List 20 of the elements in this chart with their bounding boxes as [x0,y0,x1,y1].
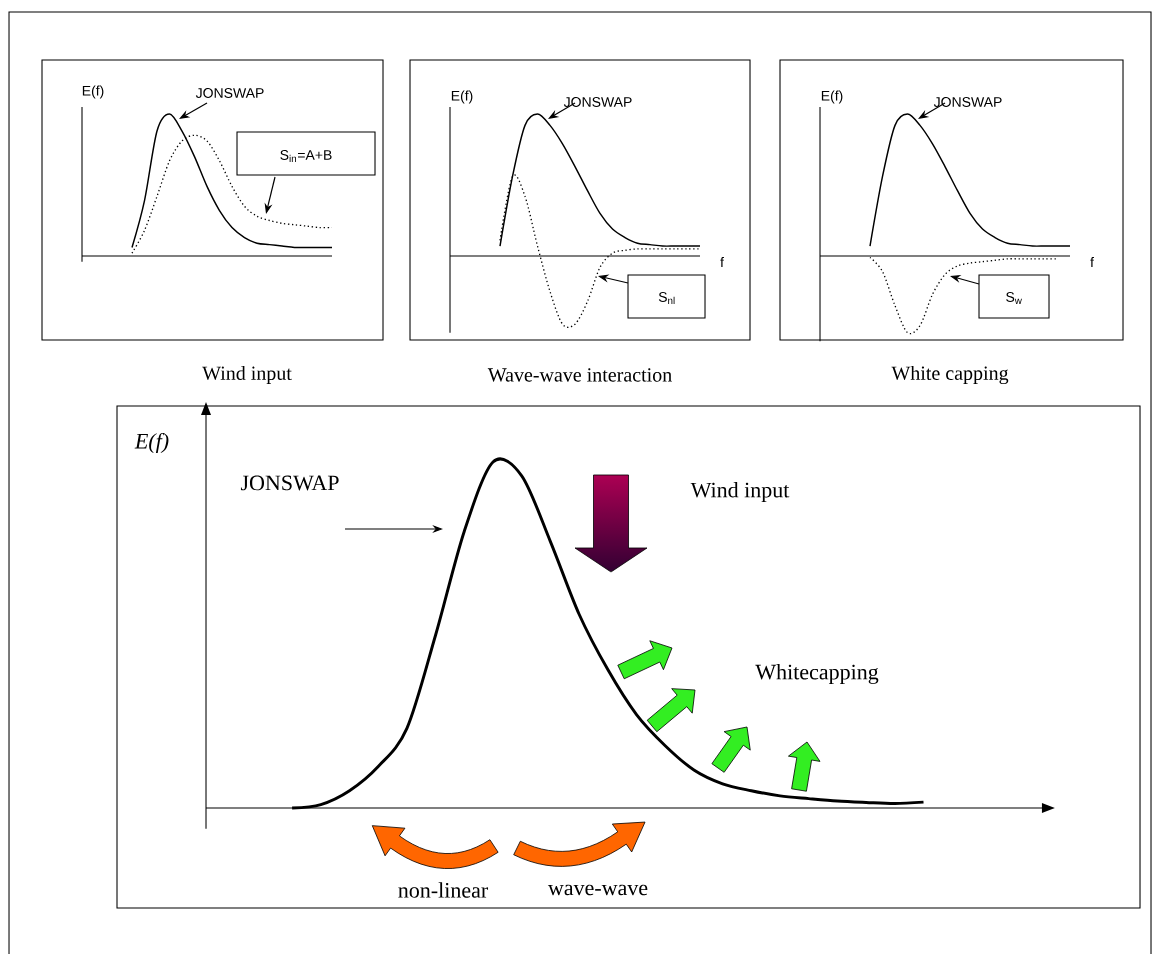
text: Wave-wave interaction [487,368,672,382]
y-axis-title: E(f) [82,85,104,99]
annotation: JONSWAP [240,475,339,491]
annotation: S$_{w}$ [1006,292,1022,304]
annotation: S$_{nl}$ [658,292,675,304]
text: Wind input [202,365,292,385]
text: non-linear [398,882,489,898]
text: White capping [891,365,1009,385]
text: JONSWAP [195,88,264,98]
y-axis-title: E(f) [451,90,473,104]
y-axis-title: E(f) [821,90,843,104]
annotation: Whitecapping [755,663,879,684]
annotation: Wind input [690,482,790,502]
text: JONSWAP [933,97,1002,107]
text: JONSWAP [563,97,632,107]
y-axis-title: E(f) [134,432,169,454]
x-axis-title: f [720,256,724,268]
annotation: S$_{in}$=A+B [280,150,332,162]
text: wave-wave [547,884,648,896]
x-axis-title: f [1090,256,1094,268]
